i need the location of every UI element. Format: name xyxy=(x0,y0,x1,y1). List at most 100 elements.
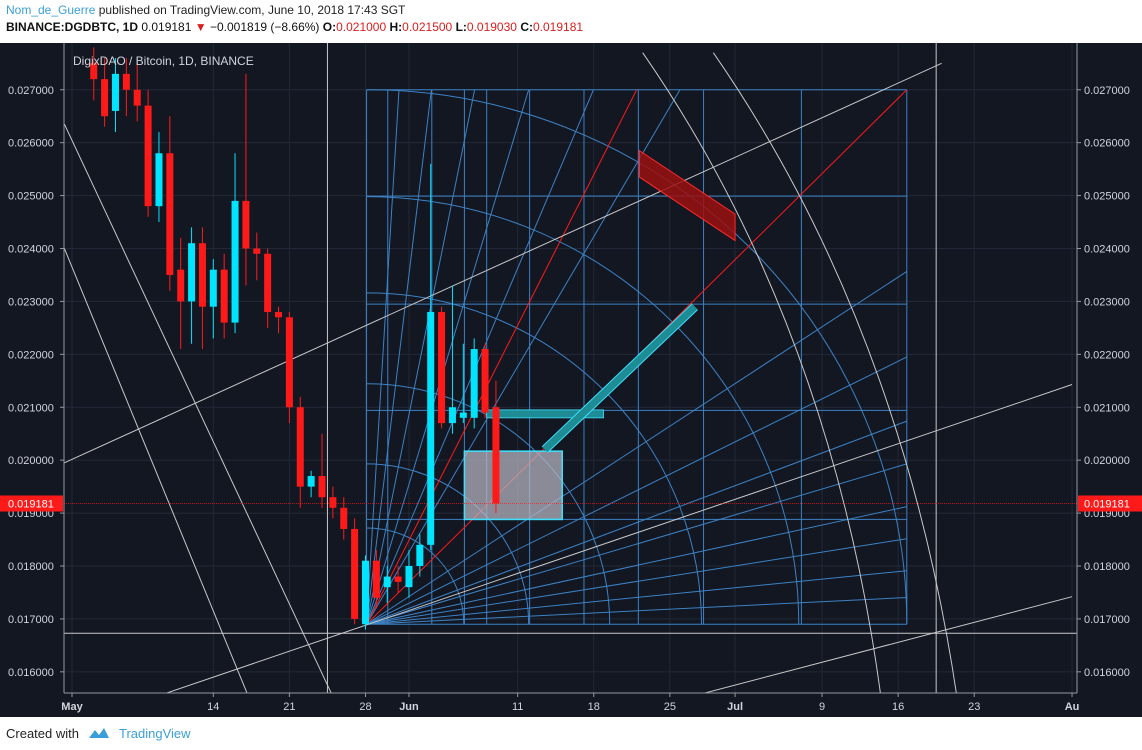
x-tick-label: 14 xyxy=(207,701,219,713)
y-tick-label-left: 0.021000 xyxy=(8,402,54,414)
candle-bearish xyxy=(90,47,98,101)
y-tick-label-left: 0.026000 xyxy=(8,138,54,150)
candle-body xyxy=(90,63,98,80)
candle-bullish xyxy=(209,259,217,339)
symbol-name: BINANCE:DGDBTC, 1D xyxy=(6,20,138,34)
candle-body xyxy=(481,349,489,413)
high-label: H: xyxy=(389,20,403,34)
candle-bearish xyxy=(133,63,141,122)
candle-body xyxy=(166,153,174,275)
x-tick-label: May xyxy=(61,701,83,713)
candle-bearish xyxy=(101,58,109,127)
gann-diagonal-red xyxy=(366,89,638,625)
white-trend-line xyxy=(64,248,248,693)
publish-info: published on TradingView.com, June 10, 2… xyxy=(98,3,406,17)
candle-body xyxy=(361,560,369,625)
candle-body xyxy=(492,407,500,504)
candle-body xyxy=(448,407,456,424)
candle-bearish xyxy=(340,497,348,540)
candle-body xyxy=(340,507,348,529)
candle-bullish xyxy=(459,343,467,424)
gann-fan-line xyxy=(366,89,594,625)
y-tick-label-right: 0.020000 xyxy=(1084,455,1130,467)
candle-body xyxy=(285,317,293,408)
author-link[interactable]: Nom_de_Guerre xyxy=(6,3,96,17)
y-tick-label-left: 0.023000 xyxy=(8,296,54,308)
candle-bearish xyxy=(296,396,304,508)
y-tick-label-right: 0.022000 xyxy=(1084,349,1130,361)
y-tick-label-right: 0.025000 xyxy=(1084,191,1130,203)
publish-header: Nom_de_Guerre published on TradingView.c… xyxy=(6,3,405,21)
candle-bearish xyxy=(253,232,261,281)
x-tick-label: Jul xyxy=(727,701,743,713)
created-with-text: Created with xyxy=(6,725,79,741)
candle-body xyxy=(133,89,141,106)
gann-fan-line xyxy=(366,463,907,625)
candle-body xyxy=(188,243,196,302)
price-chart[interactable]: 0.016000 0.016000 0.017000 0.017000 0.018000… xyxy=(0,43,1142,717)
y-tick-label-right: 0.026000 xyxy=(1084,138,1130,150)
candle-body xyxy=(264,253,272,312)
gann-fan-line xyxy=(366,356,908,625)
candle-bearish xyxy=(492,380,500,514)
candle-bearish xyxy=(372,550,380,609)
candle-bearish xyxy=(438,306,446,429)
gann-fan-line xyxy=(366,89,400,625)
gann-fan-line xyxy=(366,89,432,625)
chart-background xyxy=(0,43,1142,717)
candle-body xyxy=(470,349,478,418)
candle-bearish xyxy=(285,312,293,424)
candle-body xyxy=(275,312,283,318)
candle-body xyxy=(198,243,206,307)
chart-area[interactable]: 0.016000 0.016000 0.017000 0.017000 0.018000… xyxy=(0,43,1142,717)
x-tick-label: 21 xyxy=(283,701,295,713)
open-label: O: xyxy=(322,20,337,34)
white-arc xyxy=(642,52,881,693)
y-tick-label-left: 0.018000 xyxy=(8,561,54,573)
candle-bearish xyxy=(329,486,337,519)
gann-fan-line xyxy=(366,420,907,625)
x-tick-label: Jun xyxy=(399,701,419,713)
white-trend-line xyxy=(702,596,1073,693)
red-channel xyxy=(638,149,736,242)
gann-fan-line xyxy=(366,506,907,625)
candle-bullish xyxy=(155,132,163,223)
open-value: 0.021000 xyxy=(336,20,387,34)
x-tick-label: Au xyxy=(1065,701,1080,713)
y-tick-label-left: 0.016000 xyxy=(8,667,54,679)
last-price-label-right: 0.019181 xyxy=(1084,499,1130,511)
teal-diagonal xyxy=(542,304,698,453)
white-arc xyxy=(712,52,957,693)
candle-body xyxy=(416,544,424,566)
x-tick-label: 18 xyxy=(588,701,600,713)
candle-body xyxy=(296,407,304,487)
y-tick-label-left: 0.017000 xyxy=(8,614,54,626)
tradingview-logo-icon xyxy=(88,728,109,738)
y-tick-label-left: 0.024000 xyxy=(8,244,54,256)
candle-body xyxy=(111,73,119,111)
candle-body xyxy=(329,497,337,508)
candle-bearish xyxy=(220,253,228,339)
white-trend-line xyxy=(64,123,332,693)
candle-body xyxy=(394,576,402,582)
candle-body xyxy=(383,576,391,588)
last-price-label-left: 0.019181 xyxy=(8,499,54,511)
y-tick-label-right: 0.027000 xyxy=(1084,85,1130,97)
highlight-rectangle xyxy=(463,450,563,521)
x-tick-label: 16 xyxy=(892,701,904,713)
candle-body xyxy=(427,312,435,545)
high-value: 0.021500 xyxy=(402,20,453,34)
gann-fan-line xyxy=(366,538,907,625)
candle-body xyxy=(253,248,261,254)
candle-bearish xyxy=(144,89,152,217)
candle-body xyxy=(318,476,326,498)
x-tick-label: 11 xyxy=(512,701,523,713)
candle-body xyxy=(177,269,185,302)
tradingview-link[interactable]: TradingView xyxy=(118,725,191,741)
candle-bullish xyxy=(188,227,196,344)
close-value: 0.019181 xyxy=(532,20,584,34)
candle-body xyxy=(101,79,109,117)
x-tick-label: 9 xyxy=(819,701,825,713)
last-price-tag-right xyxy=(1078,495,1142,512)
candle-body xyxy=(351,528,359,619)
